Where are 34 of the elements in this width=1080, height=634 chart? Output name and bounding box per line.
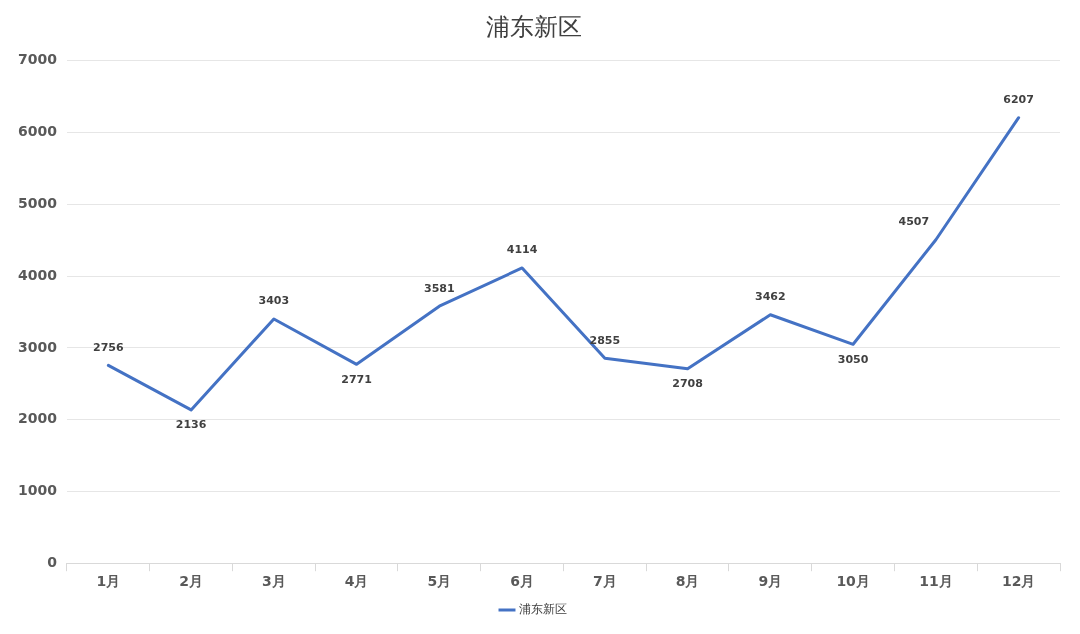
x-tick-label: 2月 xyxy=(179,573,203,590)
x-tick-label: 3月 xyxy=(261,573,286,590)
y-tick-label: 4000 xyxy=(18,266,58,283)
x-tick-label: 11月 xyxy=(919,573,953,590)
data-label: 4507 xyxy=(898,215,930,229)
x-tick-label: 9月 xyxy=(758,573,783,590)
data-label: 6207 xyxy=(1003,93,1034,107)
y-tick-label: 3000 xyxy=(18,338,58,355)
data-label: 2771 xyxy=(341,372,372,386)
x-tick-label: 1月 xyxy=(96,573,121,590)
x-tick-label: 12月 xyxy=(1001,573,1036,590)
x-tick-label: 7月 xyxy=(592,573,617,590)
y-tick-label: 1000 xyxy=(18,482,58,499)
x-tick-label: 5月 xyxy=(427,573,452,590)
y-tick-label: 5000 xyxy=(18,194,58,211)
y-tick-label: 7000 xyxy=(18,51,58,68)
data-label: 2708 xyxy=(672,377,703,391)
legend-label: 浦东新区 xyxy=(519,602,567,617)
y-tick-label: 6000 xyxy=(18,123,58,140)
data-label: 2855 xyxy=(589,333,621,347)
data-label: 3462 xyxy=(755,290,786,304)
y-tick-label: 2000 xyxy=(18,410,58,427)
data-label: 3581 xyxy=(424,281,455,295)
data-label: 3403 xyxy=(258,294,290,308)
data-label: 4114 xyxy=(506,243,538,257)
x-tick-label: 6月 xyxy=(510,573,534,590)
y-tick-label: 0 xyxy=(47,553,58,570)
data-label: 2756 xyxy=(93,340,124,354)
x-tick-label: 8月 xyxy=(675,573,700,590)
x-tick-label: 10月 xyxy=(836,573,870,590)
chart-title: 浦东新区 xyxy=(486,12,582,41)
data-label: 2136 xyxy=(175,418,207,432)
data-label: 3050 xyxy=(837,352,869,366)
x-tick-label: 4月 xyxy=(344,573,369,590)
